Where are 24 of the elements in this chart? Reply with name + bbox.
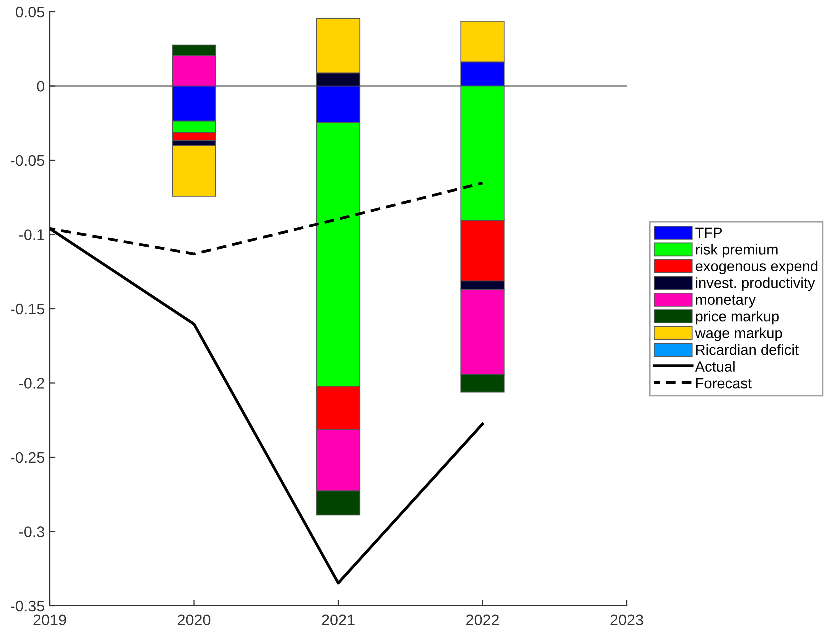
y-tick-label: 0: [37, 81, 45, 92]
legend-label: price markup: [696, 311, 779, 325]
x-tick-label: 2020: [178, 614, 211, 626]
x-tick-label: 2019: [34, 614, 66, 626]
legend-label: monetary: [696, 295, 756, 308]
legend-label: TFP: [696, 228, 722, 238]
legend-label: invest. productivity: [696, 278, 816, 292]
legend-label: exogenous expend: [696, 260, 818, 274]
x-tick-label: 2023: [610, 614, 644, 626]
legend-label: wage markup: [695, 328, 782, 342]
y-tick-label: -0.25: [11, 452, 44, 464]
y-tick-label: -0.1: [19, 230, 44, 240]
legend-label: risk premium: [696, 244, 778, 258]
y-tick-label: -0.05: [11, 155, 44, 166]
x-tick-label: 2021: [322, 614, 355, 626]
x-tick-label: 2022: [466, 614, 499, 626]
legend-label: Forecast: [696, 378, 752, 389]
y-tick-label: -0.35: [11, 600, 44, 612]
y-tick-label: -0.3: [19, 526, 44, 538]
legend-label: Actual: [695, 361, 735, 372]
y-tick-label: 0.05: [16, 6, 44, 18]
y-tick-label: -0.2: [19, 378, 44, 389]
y-tick-label: -0.15: [11, 304, 44, 315]
legend-label: Ricardian deficit: [696, 344, 799, 356]
